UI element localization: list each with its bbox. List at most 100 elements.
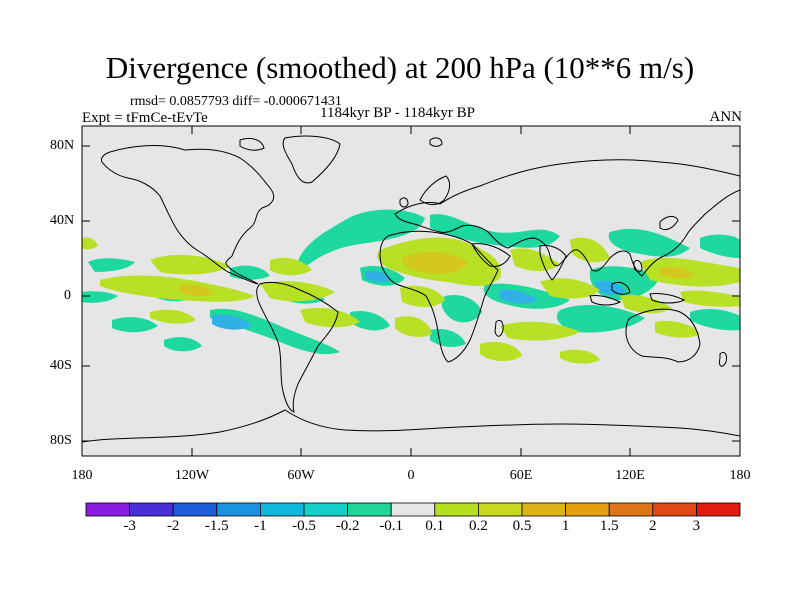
field-patch [395,316,432,337]
coastline-arctic-islands [239,137,265,151]
field-patch [180,284,214,297]
coastline-japan [659,215,679,231]
coastline-new-guinea [649,293,686,304]
field-patch [300,307,360,328]
colorbar-box [390,502,436,517]
lon-label-180e: 180 [729,468,751,483]
rmsd-diff-stats: rmsd= 0.0857793 diff= -0.000671431 [130,94,342,109]
field-patch [230,265,270,280]
colorbar-label: 0.1 [425,518,445,534]
colorbar-label: 2 [649,518,657,534]
field-patch [350,310,390,331]
coastline-indonesia [589,295,622,306]
colorbar-box [696,502,741,517]
colorbar-box [216,502,261,517]
field-patch [82,237,98,250]
field-patch [655,320,700,338]
field-patch [540,278,600,299]
season-label: ANN [709,109,743,125]
coastlines [82,135,740,443]
lon-label-0: 0 [407,468,415,483]
colorbar-box [129,502,174,517]
colorbar-box [172,502,218,517]
field-patch [260,281,335,302]
field-patch [640,257,740,287]
field-patch [150,309,196,324]
field-patch [500,289,538,304]
field-patch [400,285,445,307]
coastline-svalbard [429,137,443,147]
colorbar-label: 1 [561,518,570,534]
colorbar [85,502,741,517]
lat-label-80s: 80S [50,433,72,448]
colorbar-box [521,502,566,517]
field-patch [596,280,626,295]
colorbar-box [347,502,392,517]
coastline-arabia [471,243,511,267]
colorbar-box [259,502,305,517]
coastline-greenland [282,135,341,184]
colorbar-box [434,502,479,517]
field-patch [402,251,468,274]
field-patch [500,321,580,341]
field-patch [82,291,118,303]
field-patch [620,294,672,314]
coastline-scandinavia [419,175,451,205]
plot-title: Divergence (smoothed) at 200 hPa (10**6 … [105,50,695,85]
field-patch [164,337,202,352]
coastline-british-isles [399,197,409,208]
coastline-borneo [611,281,631,295]
coastline-australia [625,308,701,363]
lon-label-180w: 180 [71,468,93,483]
colorbar-label: -1.5 [204,518,229,534]
lat-label-40n: 40N [50,213,75,228]
field-patch [680,290,740,307]
field-patch [297,209,425,272]
field-patch [690,309,740,331]
colorbar-label: -2 [166,518,180,534]
colorbar-label: 0.5 [512,518,532,534]
field-patch [212,314,252,330]
lat-label-40s: 40S [50,358,72,373]
field-patch [480,341,522,362]
lon-label-120e: 120E [615,468,645,483]
colorbar-label: -0.5 [292,518,316,534]
coastline-india [539,245,567,281]
coastline-antarctica [82,409,740,443]
colorbar-box [477,502,523,517]
field-patch [150,254,230,275]
colorbar-label: 0.2 [469,518,488,534]
field-patch [560,349,600,364]
field-patch [430,328,466,347]
field-patch [441,294,482,323]
lon-label-60w: 60W [287,468,315,483]
field-patch [365,270,392,283]
colorbar-label: 1.5 [599,518,619,534]
coastline-south-america [256,281,339,413]
field-patch [510,248,560,271]
colorbar-box [608,502,654,517]
coastline-philippines [633,259,643,273]
colorbar-box [565,502,610,517]
colorbar-label: 3 [692,518,701,534]
field-patch [608,228,690,257]
colorbar-label: -3 [123,518,136,534]
axis-ticks [81,126,741,456]
colorbar-label: -0.2 [335,518,360,534]
field-patch [660,266,694,279]
coastline-madagascar [494,319,504,337]
colorbar-label: -1 [254,518,267,534]
field-patch [700,234,740,258]
period-label: 1184kyr BP - 1184kyr BP [320,105,476,121]
colorbar-box [652,502,697,517]
experiment-label: Expt = tFmCe-tEvTe [82,110,208,126]
lat-label-80n: 80N [50,138,75,153]
coastline-africa [379,230,499,363]
colorbar-box [303,502,348,517]
field-patch [570,237,610,263]
field-patch [556,304,645,333]
field-patch [88,258,135,272]
coastline-north-america [101,145,275,285]
field-patch [100,275,255,302]
